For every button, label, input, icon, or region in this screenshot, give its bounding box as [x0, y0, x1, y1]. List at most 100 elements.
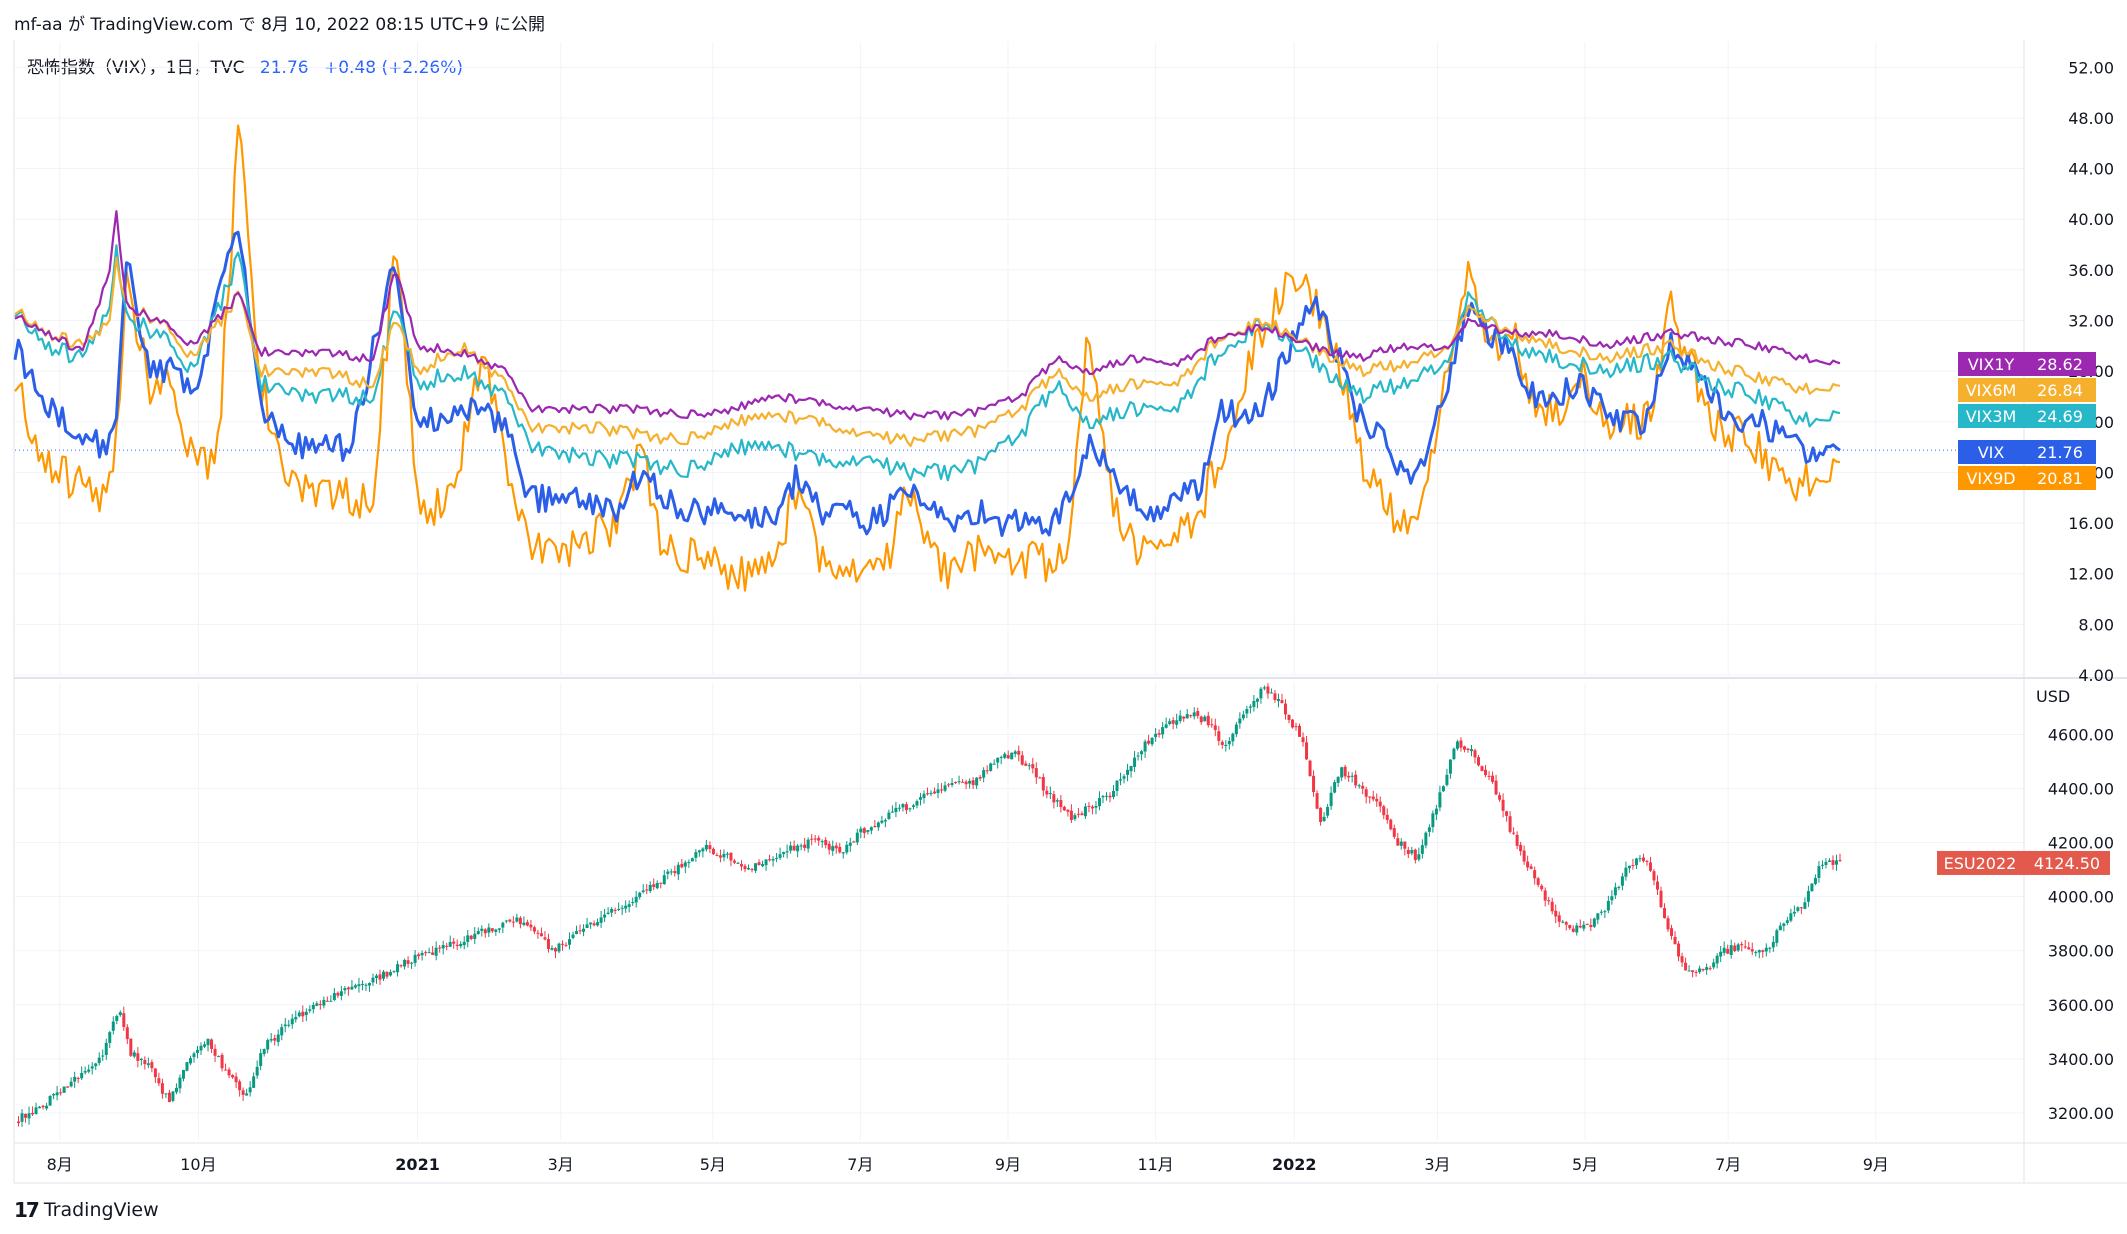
candle-body	[866, 830, 870, 832]
upper-axis-tick: 8.00	[2078, 615, 2114, 634]
candle-body	[799, 845, 803, 847]
price-tag-value-bg	[2024, 466, 2096, 490]
main-series-legend[interactable]: 恐怖指数（VIX），1日，TVC 21.76 +0.48 (+2.26%)	[27, 53, 463, 78]
candle-body	[1656, 881, 1659, 890]
candle-body	[855, 832, 859, 843]
candle-body	[1750, 949, 1754, 952]
candle-body	[1585, 923, 1589, 925]
candle-body	[136, 1053, 140, 1061]
candle-body	[1540, 885, 1544, 890]
candle-body	[227, 1069, 231, 1076]
candle-body	[1754, 952, 1758, 954]
candle-body	[413, 954, 417, 963]
candle-body	[1733, 945, 1737, 952]
candle-body	[69, 1081, 73, 1087]
candle-body	[1424, 832, 1428, 846]
candle-body	[87, 1069, 91, 1072]
candle-body	[410, 962, 414, 964]
candle-body	[1343, 766, 1347, 777]
candle-body	[48, 1095, 52, 1106]
candle-body	[38, 1106, 42, 1109]
candle-body	[680, 863, 684, 868]
candle-body	[1448, 759, 1452, 774]
candle-body	[1799, 907, 1803, 909]
candle-body	[694, 852, 698, 858]
candle-body	[1554, 910, 1558, 917]
candle-body	[666, 871, 670, 874]
candle-body	[806, 839, 810, 849]
candle-body	[1287, 714, 1291, 721]
candle-body	[417, 954, 421, 957]
candle-body	[1508, 816, 1512, 832]
candle-body	[192, 1053, 196, 1058]
upper-axis-tick: 36.00	[2068, 261, 2114, 280]
candle-body	[1196, 711, 1200, 716]
candle-body	[1462, 746, 1466, 750]
candle-body	[431, 952, 435, 955]
candle-body	[1557, 915, 1561, 922]
candle-body	[782, 852, 786, 855]
candle-body	[961, 781, 965, 783]
candle-body	[536, 932, 540, 934]
candle-body	[1571, 928, 1575, 932]
candle-body	[1575, 925, 1579, 933]
candle-body	[1687, 970, 1691, 972]
candle-body	[1831, 860, 1835, 865]
candle-body	[1252, 701, 1256, 707]
time-axis-label: 5月	[1572, 1155, 1598, 1174]
lower-price-axis: USD 4600.00 4400.00 4200.00 4000.00 3800.00 36…	[2036, 687, 2114, 1123]
candle-body	[1104, 795, 1108, 797]
candle-body	[322, 999, 326, 1006]
price-tag-value: 21.76	[2037, 443, 2083, 462]
candle-body	[1178, 715, 1182, 721]
price-tag-name-bg	[1958, 352, 2024, 376]
candle-body	[1094, 805, 1098, 808]
candle-body	[1097, 797, 1101, 807]
price-tag-name-bg	[1958, 440, 2024, 464]
candle-body	[392, 970, 396, 972]
price-tag-name: VIX	[1978, 443, 2005, 462]
candle-body	[217, 1056, 221, 1058]
candle-body	[1112, 790, 1116, 798]
candle-body	[1034, 768, 1038, 778]
candle-body	[1441, 786, 1445, 792]
candle-body	[1069, 810, 1073, 821]
candle-body	[841, 852, 845, 854]
lower-axis-tick: 3200.00	[2048, 1104, 2114, 1123]
candle-body	[146, 1063, 150, 1066]
candle-body	[1210, 724, 1214, 726]
time-axis-label: 3月	[1424, 1155, 1450, 1174]
candle-body	[1564, 922, 1568, 925]
candle-body	[1550, 901, 1554, 912]
candle-body	[1126, 769, 1130, 775]
candle-body	[1543, 890, 1547, 901]
candle-body	[206, 1038, 210, 1046]
candle-body	[571, 934, 575, 938]
candle-body	[957, 781, 961, 783]
time-axis-label: 3月	[548, 1155, 574, 1174]
candle-body	[926, 793, 929, 795]
candle-body	[1259, 688, 1263, 699]
candle-body	[1536, 878, 1540, 885]
candle-body	[143, 1059, 147, 1065]
candle-body	[438, 947, 442, 949]
candle-body	[1385, 814, 1389, 820]
candle-body	[304, 1011, 308, 1016]
candle-body	[1466, 748, 1470, 751]
candle-body	[1606, 900, 1610, 911]
candle-body	[708, 845, 712, 850]
candle-body	[634, 896, 638, 903]
candle-body	[897, 807, 901, 809]
candle-body	[118, 1012, 122, 1016]
price-tag-value-bg	[2024, 404, 2096, 428]
series-line-vix9d	[14, 124, 1841, 592]
candle-body	[1547, 900, 1551, 902]
candle-body	[701, 848, 705, 852]
footer-brand[interactable]: 17 TradingView	[14, 1198, 159, 1222]
candle-body	[483, 929, 487, 934]
candle-body	[1266, 686, 1270, 694]
candle-body	[178, 1077, 182, 1089]
candle-body	[817, 837, 821, 841]
candle-body	[1199, 716, 1203, 723]
